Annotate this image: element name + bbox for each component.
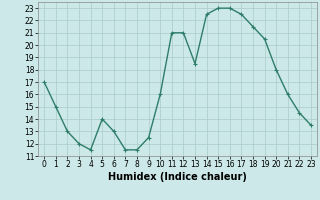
- X-axis label: Humidex (Indice chaleur): Humidex (Indice chaleur): [108, 172, 247, 182]
